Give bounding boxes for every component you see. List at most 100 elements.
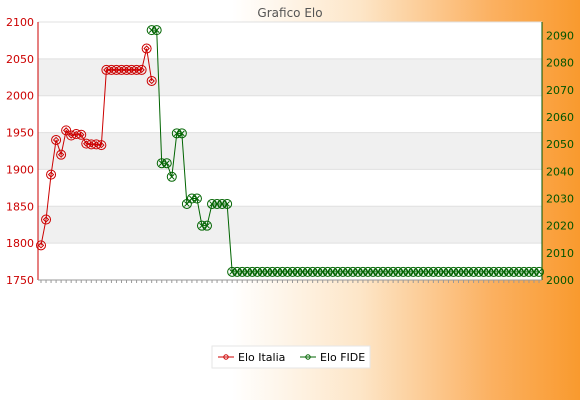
chart-title: Grafico Elo	[257, 6, 322, 20]
left-tick-label: 1750	[6, 274, 34, 287]
data-point-cross	[425, 268, 432, 275]
series-elo-italia	[36, 43, 157, 251]
data-point-cross	[450, 268, 457, 275]
left-tick-label: 1900	[6, 163, 34, 176]
data-point-marker	[161, 158, 172, 169]
data-point-cross	[249, 268, 256, 275]
data-point-marker	[202, 220, 212, 231]
data-point-cross	[430, 268, 437, 275]
series-line	[40, 48, 153, 246]
right-tick-label: 2090	[546, 30, 574, 43]
data-point-cross	[304, 268, 311, 275]
data-point-cross	[219, 201, 225, 207]
data-point-cross	[259, 268, 266, 275]
data-point-cross	[153, 27, 160, 34]
series-elo-fide	[146, 25, 544, 277]
data-point-cross	[264, 268, 271, 275]
data-point-diamond	[37, 242, 45, 249]
data-point-cross	[234, 268, 241, 275]
data-point-diamond	[123, 66, 130, 74]
data-point-diamond	[93, 141, 100, 148]
data-point-cross	[360, 268, 366, 275]
data-point-cross	[455, 268, 462, 275]
right-tick-label: 2040	[546, 165, 574, 178]
data-point-marker	[136, 64, 147, 75]
data-point-marker	[86, 139, 97, 150]
data-point-cross	[194, 195, 200, 202]
data-point-cross	[163, 160, 170, 167]
data-point-cross	[239, 268, 246, 275]
data-point-cross	[329, 268, 336, 275]
grid-band	[38, 206, 542, 244]
data-point-cross	[189, 195, 195, 202]
data-point-diamond	[118, 66, 125, 74]
data-point-diamond	[83, 140, 90, 147]
data-point-cross	[440, 268, 447, 275]
grid-band	[38, 58, 542, 96]
data-point-cross	[385, 268, 391, 275]
data-point-diamond	[98, 141, 105, 149]
data-point-cross	[390, 268, 396, 275]
data-point-cross	[309, 268, 316, 275]
data-point-marker	[51, 134, 62, 145]
data-point-cross	[495, 268, 502, 275]
data-point-cross	[375, 268, 381, 275]
data-point-cross	[475, 268, 482, 275]
data-point-diamond	[73, 130, 80, 138]
data-point-cross	[199, 222, 205, 229]
data-point-cross	[480, 268, 487, 275]
legend-elo-fide-marker	[305, 354, 311, 360]
right-tick-label: 2070	[546, 84, 574, 97]
data-point-cross	[485, 268, 492, 275]
data-point-marker	[534, 266, 544, 277]
grid-band	[38, 132, 542, 170]
data-point-marker	[46, 169, 57, 180]
data-point-diamond	[78, 131, 85, 138]
data-point-marker	[131, 64, 142, 75]
data-point-cross	[254, 268, 261, 275]
data-point-marker	[81, 138, 92, 149]
data-point-marker	[61, 125, 72, 136]
data-point-diamond	[103, 66, 110, 74]
data-point-diamond	[88, 141, 95, 148]
data-point-marker	[121, 64, 132, 75]
left-tick-label: 1850	[6, 200, 34, 213]
right-tick-label: 2010	[546, 247, 574, 260]
legend-box	[211, 345, 371, 369]
data-point-marker	[146, 75, 157, 86]
data-point-marker	[111, 64, 122, 75]
data-point-cross	[269, 268, 276, 275]
right-tick-label: 2020	[546, 220, 574, 233]
data-point-marker	[41, 214, 52, 225]
data-point-cross	[289, 268, 296, 275]
data-point-diamond	[67, 132, 75, 139]
data-point-cross	[244, 268, 251, 275]
data-point-cross	[405, 268, 412, 275]
data-point-marker	[126, 64, 137, 75]
data-point-cross	[339, 268, 346, 275]
data-point-cross	[334, 268, 341, 275]
data-point-cross	[173, 130, 180, 137]
data-point-cross	[370, 268, 376, 275]
data-point-cross	[344, 268, 351, 275]
data-point-cross	[355, 268, 361, 275]
data-point-cross	[445, 268, 452, 275]
data-point-cross	[214, 201, 220, 207]
data-point-cross	[465, 268, 472, 275]
data-point-cross	[531, 268, 537, 275]
data-point-cross	[274, 268, 281, 275]
legend: Elo Italia Elo FIDE	[211, 345, 371, 369]
data-point-diamond	[52, 136, 60, 144]
data-point-cross	[279, 268, 286, 275]
data-point-marker	[176, 128, 187, 139]
data-point-cross	[158, 160, 165, 167]
legend-elo-italia-marker	[223, 354, 229, 360]
data-point-diamond	[148, 77, 155, 85]
data-point-cross	[350, 268, 356, 275]
data-point-cross	[526, 268, 532, 275]
data-point-diamond	[138, 66, 145, 74]
data-point-cross	[299, 268, 306, 275]
left-tick-label: 2050	[6, 53, 34, 66]
right-tick-label: 2050	[546, 138, 574, 151]
